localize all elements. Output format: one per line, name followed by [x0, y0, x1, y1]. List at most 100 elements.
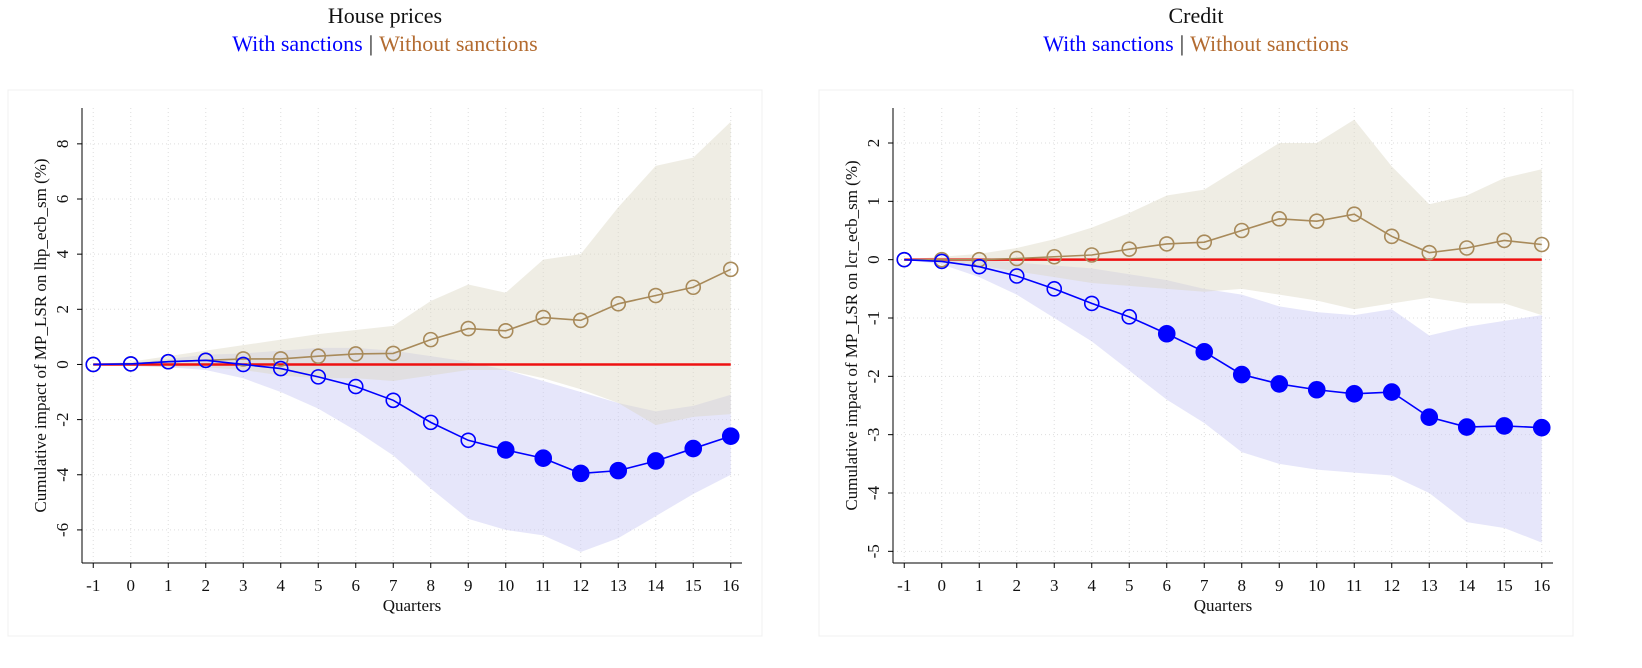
marker: [1420, 408, 1439, 426]
x-tick-label: 16: [1533, 576, 1550, 595]
y-tick-label: 2: [53, 305, 72, 314]
marker: [460, 320, 477, 337]
x-tick-label: -1: [897, 576, 911, 595]
marker: [1457, 418, 1476, 436]
marker: [385, 392, 402, 409]
marker: [1496, 232, 1513, 249]
panel-frame: [7, 89, 763, 637]
marker: [721, 427, 740, 445]
marker: [310, 348, 327, 364]
marker: [647, 287, 664, 304]
marker: [572, 312, 589, 329]
x-tick-label: 3: [239, 576, 248, 595]
marker: [1421, 244, 1438, 261]
marker: [646, 452, 665, 470]
y-tick-label: 1: [864, 197, 883, 206]
y-axis-label: Cumulative impact of MP_LSR on lhp_ecb_s…: [31, 158, 50, 512]
chart-title: House prices: [328, 3, 442, 28]
x-tick-label: 13: [1421, 576, 1438, 595]
x-tick-label: 9: [1275, 576, 1284, 595]
marker: [160, 353, 177, 370]
x-tick-label: 1: [164, 576, 173, 595]
x-tick-label: 14: [1458, 576, 1476, 595]
marker: [1307, 380, 1326, 399]
marker: [1271, 211, 1288, 227]
legend-separator: |: [369, 31, 373, 56]
y-tick-label: 2: [864, 139, 883, 148]
marker: [122, 356, 139, 372]
y-tick-label: -2: [864, 369, 883, 383]
x-tick-label: 4: [277, 576, 286, 595]
x-tick-label: 10: [1308, 576, 1325, 595]
marker: [1532, 418, 1551, 437]
marker: [422, 331, 439, 348]
y-tick-label: 0: [53, 360, 72, 369]
marker: [310, 369, 327, 385]
marker: [235, 351, 252, 367]
marker: [1195, 343, 1214, 361]
x-tick-label: 11: [1346, 576, 1362, 595]
marker: [1383, 228, 1400, 245]
marker: [534, 449, 553, 468]
marker: [1495, 417, 1514, 435]
marker: [85, 356, 102, 373]
confidence-band: [93, 121, 731, 426]
marker: [347, 346, 364, 362]
marker: [385, 345, 402, 362]
marker: [1270, 375, 1289, 393]
y-tick-label: -5: [864, 544, 883, 558]
y-tick-label: -6: [53, 523, 72, 537]
x-tick-label: 1: [975, 576, 984, 595]
legend-separator: |: [1180, 31, 1184, 56]
legend-entry: Without sanctions: [379, 31, 538, 56]
x-tick-label: 15: [685, 576, 702, 595]
marker: [1008, 250, 1025, 267]
panel-frame: [818, 89, 1574, 637]
marker: [1346, 206, 1363, 222]
marker: [1233, 222, 1250, 239]
confidence-band: [904, 119, 1542, 316]
x-axis-label: Quarters: [383, 596, 442, 615]
marker: [272, 351, 289, 367]
x-tick-label: 5: [314, 576, 323, 595]
marker: [1345, 385, 1364, 403]
marker: [535, 309, 552, 326]
y-tick-label: -4: [864, 485, 883, 500]
marker: [1083, 247, 1100, 263]
x-tick-label: 6: [1163, 576, 1172, 595]
marker: [722, 261, 739, 278]
x-tick-label: 10: [497, 576, 514, 595]
x-tick-label: 13: [610, 576, 627, 595]
y-tick-label: -2: [53, 413, 72, 427]
x-tick-label: -1: [86, 576, 100, 595]
marker: [1382, 383, 1401, 401]
marker: [1196, 234, 1213, 250]
x-tick-label: 2: [1013, 576, 1022, 595]
marker: [1008, 268, 1025, 284]
legend-entry: With sanctions: [1043, 31, 1174, 56]
marker: [1533, 236, 1550, 253]
x-tick-label: 11: [535, 576, 551, 595]
x-tick-label: 0: [127, 576, 136, 595]
x-tick-label: 3: [1050, 576, 1059, 595]
marker: [1158, 236, 1175, 252]
marker: [896, 251, 913, 268]
x-tick-label: 0: [938, 576, 947, 595]
legend: With sanctions | Without sanctions: [232, 31, 538, 56]
marker: [1046, 248, 1063, 265]
x-tick-label: 6: [352, 576, 361, 595]
marker: [460, 432, 477, 449]
x-tick-label: 7: [389, 576, 398, 595]
marker: [610, 295, 627, 312]
marker: [971, 258, 988, 275]
x-axis-label: Quarters: [1194, 596, 1253, 615]
legend: With sanctions | Without sanctions: [1043, 31, 1349, 56]
marker: [272, 360, 289, 377]
x-tick-label: 4: [1088, 576, 1097, 595]
y-tick-label: -4: [53, 467, 72, 482]
legend-entry: With sanctions: [232, 31, 363, 56]
marker: [347, 378, 364, 395]
x-tick-label: 12: [572, 576, 589, 595]
y-tick-label: 8: [53, 140, 72, 149]
